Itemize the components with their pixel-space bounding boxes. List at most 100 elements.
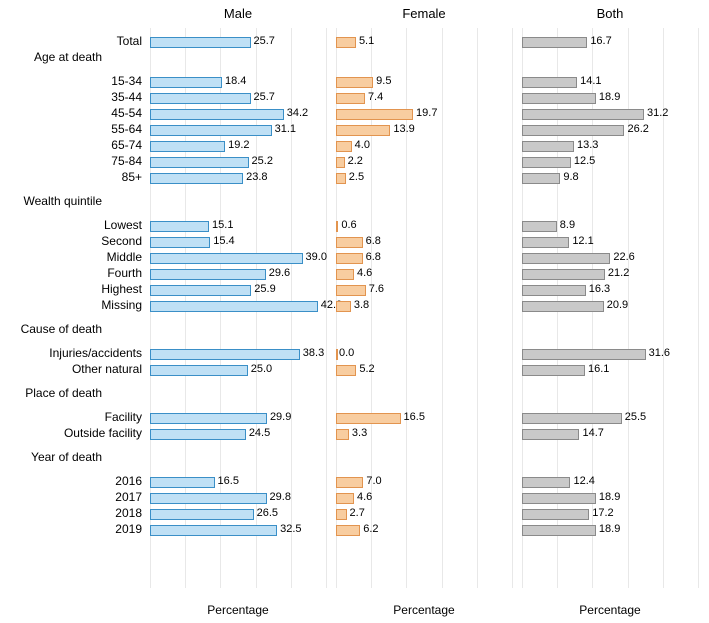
panel-header-both: Both	[522, 6, 698, 21]
bar-value-female: 13.9	[393, 123, 414, 135]
bar-female	[336, 221, 338, 232]
bar-value-female: 4.6	[357, 267, 372, 279]
bar-female	[336, 493, 354, 504]
row-label: 55-64	[111, 122, 142, 136]
bar-value-female: 3.8	[354, 299, 369, 311]
bar-value-both: 12.4	[573, 475, 594, 487]
bar-female	[336, 125, 390, 136]
row-label: Fourth	[107, 266, 142, 280]
bar-male	[150, 237, 210, 248]
bar-value-male: 19.2	[228, 139, 249, 151]
row-label: 2017	[115, 490, 142, 504]
bar-value-female: 4.0	[355, 139, 370, 151]
row-label: 2019	[115, 522, 142, 536]
bar-value-female: 2.2	[348, 155, 363, 167]
bar-female	[336, 413, 401, 424]
x-axis-label-both: Percentage	[522, 603, 698, 617]
bar-value-male: 29.9	[270, 411, 291, 423]
panel-header-male: Male	[150, 6, 326, 21]
bar-value-male: 31.1	[275, 123, 296, 135]
bar-value-both: 14.7	[582, 427, 603, 439]
row-label: 2016	[115, 474, 142, 488]
bar-both	[522, 109, 644, 120]
bar-value-male: 15.1	[212, 219, 233, 231]
bar-value-female: 19.7	[416, 107, 437, 119]
bar-value-both: 18.9	[599, 491, 620, 503]
bar-value-female: 3.3	[352, 427, 367, 439]
bar-both	[522, 365, 585, 376]
bar-female	[336, 77, 373, 88]
row-label: 2018	[115, 506, 142, 520]
x-axis-label-male: Percentage	[150, 603, 326, 617]
bar-value-male: 26.5	[257, 507, 278, 519]
bar-female	[336, 525, 360, 536]
bar-male	[150, 429, 246, 440]
row-label: 75-84	[111, 154, 142, 168]
panel-header-female: Female	[336, 6, 512, 21]
row-label: Total	[117, 34, 142, 48]
row-label: Second	[101, 234, 142, 248]
bar-male	[150, 77, 222, 88]
bar-value-male: 25.7	[254, 35, 275, 47]
row-label: 45-54	[111, 106, 142, 120]
bar-male	[150, 413, 267, 424]
row-label: Facility	[105, 410, 142, 424]
bar-both	[522, 429, 579, 440]
bar-both	[522, 221, 557, 232]
bar-value-female: 2.7	[350, 507, 365, 519]
gridline	[698, 28, 699, 588]
bar-value-female: 0.0	[339, 347, 354, 359]
gridline	[477, 28, 478, 588]
bar-female	[336, 109, 413, 120]
bar-female	[336, 429, 349, 440]
row-label: Missing	[101, 298, 142, 312]
row-label: 65-74	[111, 138, 142, 152]
bar-male	[150, 173, 243, 184]
bar-male	[150, 125, 272, 136]
bar-value-male: 16.5	[218, 475, 239, 487]
bar-value-female: 2.5	[349, 171, 364, 183]
bar-value-both: 17.2	[592, 507, 613, 519]
bar-value-both: 18.9	[599, 523, 620, 535]
bar-value-male: 39.0	[306, 251, 327, 263]
bar-male	[150, 93, 251, 104]
panel-male: 25.718.425.734.231.119.225.223.815.115.4…	[150, 28, 326, 588]
bar-value-male: 15.4	[213, 235, 234, 247]
row-label: Highest	[101, 282, 142, 296]
bar-both	[522, 93, 596, 104]
bar-both	[522, 141, 574, 152]
bar-both	[522, 253, 610, 264]
bar-value-both: 20.9	[607, 299, 628, 311]
bar-value-female: 6.8	[366, 235, 381, 247]
bar-value-female: 7.4	[368, 91, 383, 103]
bar-both	[522, 349, 646, 360]
bar-value-female: 7.6	[369, 283, 384, 295]
bar-male	[150, 493, 267, 504]
bar-female	[336, 141, 352, 152]
bar-both	[522, 525, 596, 536]
bar-value-both: 31.2	[647, 107, 668, 119]
bar-value-male: 25.7	[254, 91, 275, 103]
bar-value-male: 18.4	[225, 75, 246, 87]
section-label: Wealth quintile	[24, 194, 103, 208]
bar-value-male: 25.9	[254, 283, 275, 295]
bar-value-male: 34.2	[287, 107, 308, 119]
row-labels: TotalAge at death15-3435-4445-5455-6465-…	[0, 28, 150, 588]
bar-male	[150, 109, 284, 120]
row-label: Lowest	[104, 218, 142, 232]
bar-both	[522, 477, 570, 488]
bar-male	[150, 37, 251, 48]
x-axis-label-female: Percentage	[336, 603, 512, 617]
row-label: Injuries/accidents	[49, 346, 142, 360]
bar-female	[336, 253, 363, 264]
bar-female	[336, 37, 356, 48]
bar-both	[522, 173, 560, 184]
panel-both: 16.714.118.931.226.213.312.59.88.912.122…	[522, 28, 698, 588]
bar-value-both: 26.2	[627, 123, 648, 135]
bar-male	[150, 301, 318, 312]
bar-value-both: 16.1	[588, 363, 609, 375]
bar-value-both: 18.9	[599, 91, 620, 103]
bar-value-both: 22.6	[613, 251, 634, 263]
bar-female	[336, 269, 354, 280]
row-label: Other natural	[72, 362, 142, 376]
